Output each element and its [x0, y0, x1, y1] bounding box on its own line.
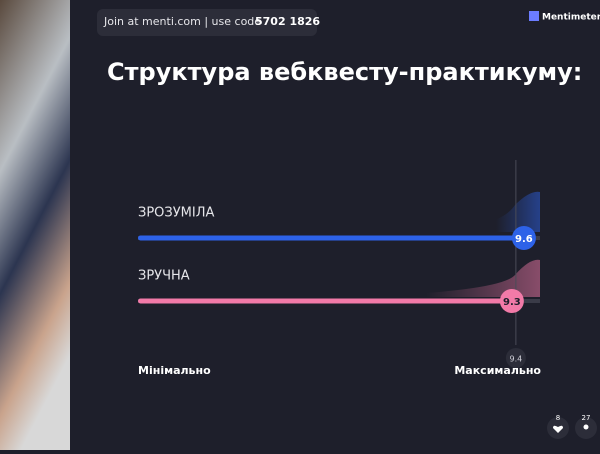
average-label: 9.4: [510, 355, 523, 364]
min-label: Мінімально: [138, 364, 211, 377]
distribution-shape: [430, 191, 540, 232]
side-photo: [0, 0, 70, 450]
average-badge: [505, 348, 526, 368]
value-dot: [511, 226, 536, 250]
distribution-shape: [350, 259, 540, 297]
title: Структура вебквесту-практикуму:: [107, 58, 582, 86]
row-label: ЗРОЗУМІЛА: [138, 206, 214, 221]
join-code: 5702 1826: [255, 15, 320, 28]
value-dot: [499, 289, 524, 313]
value-label: 9.3: [503, 297, 521, 308]
join-text: Join at menti.com | use code: [103, 15, 261, 28]
brand: Mentimeter: [542, 13, 600, 23]
brand-logo: [529, 11, 539, 21]
person-icon: [583, 424, 589, 430]
bar: [138, 235, 524, 241]
max-label: Максимально: [454, 364, 541, 377]
participants-count: 27: [582, 414, 591, 422]
reactions-count: 8: [556, 414, 560, 422]
heart-icon: [553, 425, 563, 433]
bar: [138, 298, 512, 304]
value-label: 9.6: [515, 234, 533, 245]
row-label: ЗРУЧНА: [138, 269, 190, 284]
join-box: [97, 9, 317, 36]
